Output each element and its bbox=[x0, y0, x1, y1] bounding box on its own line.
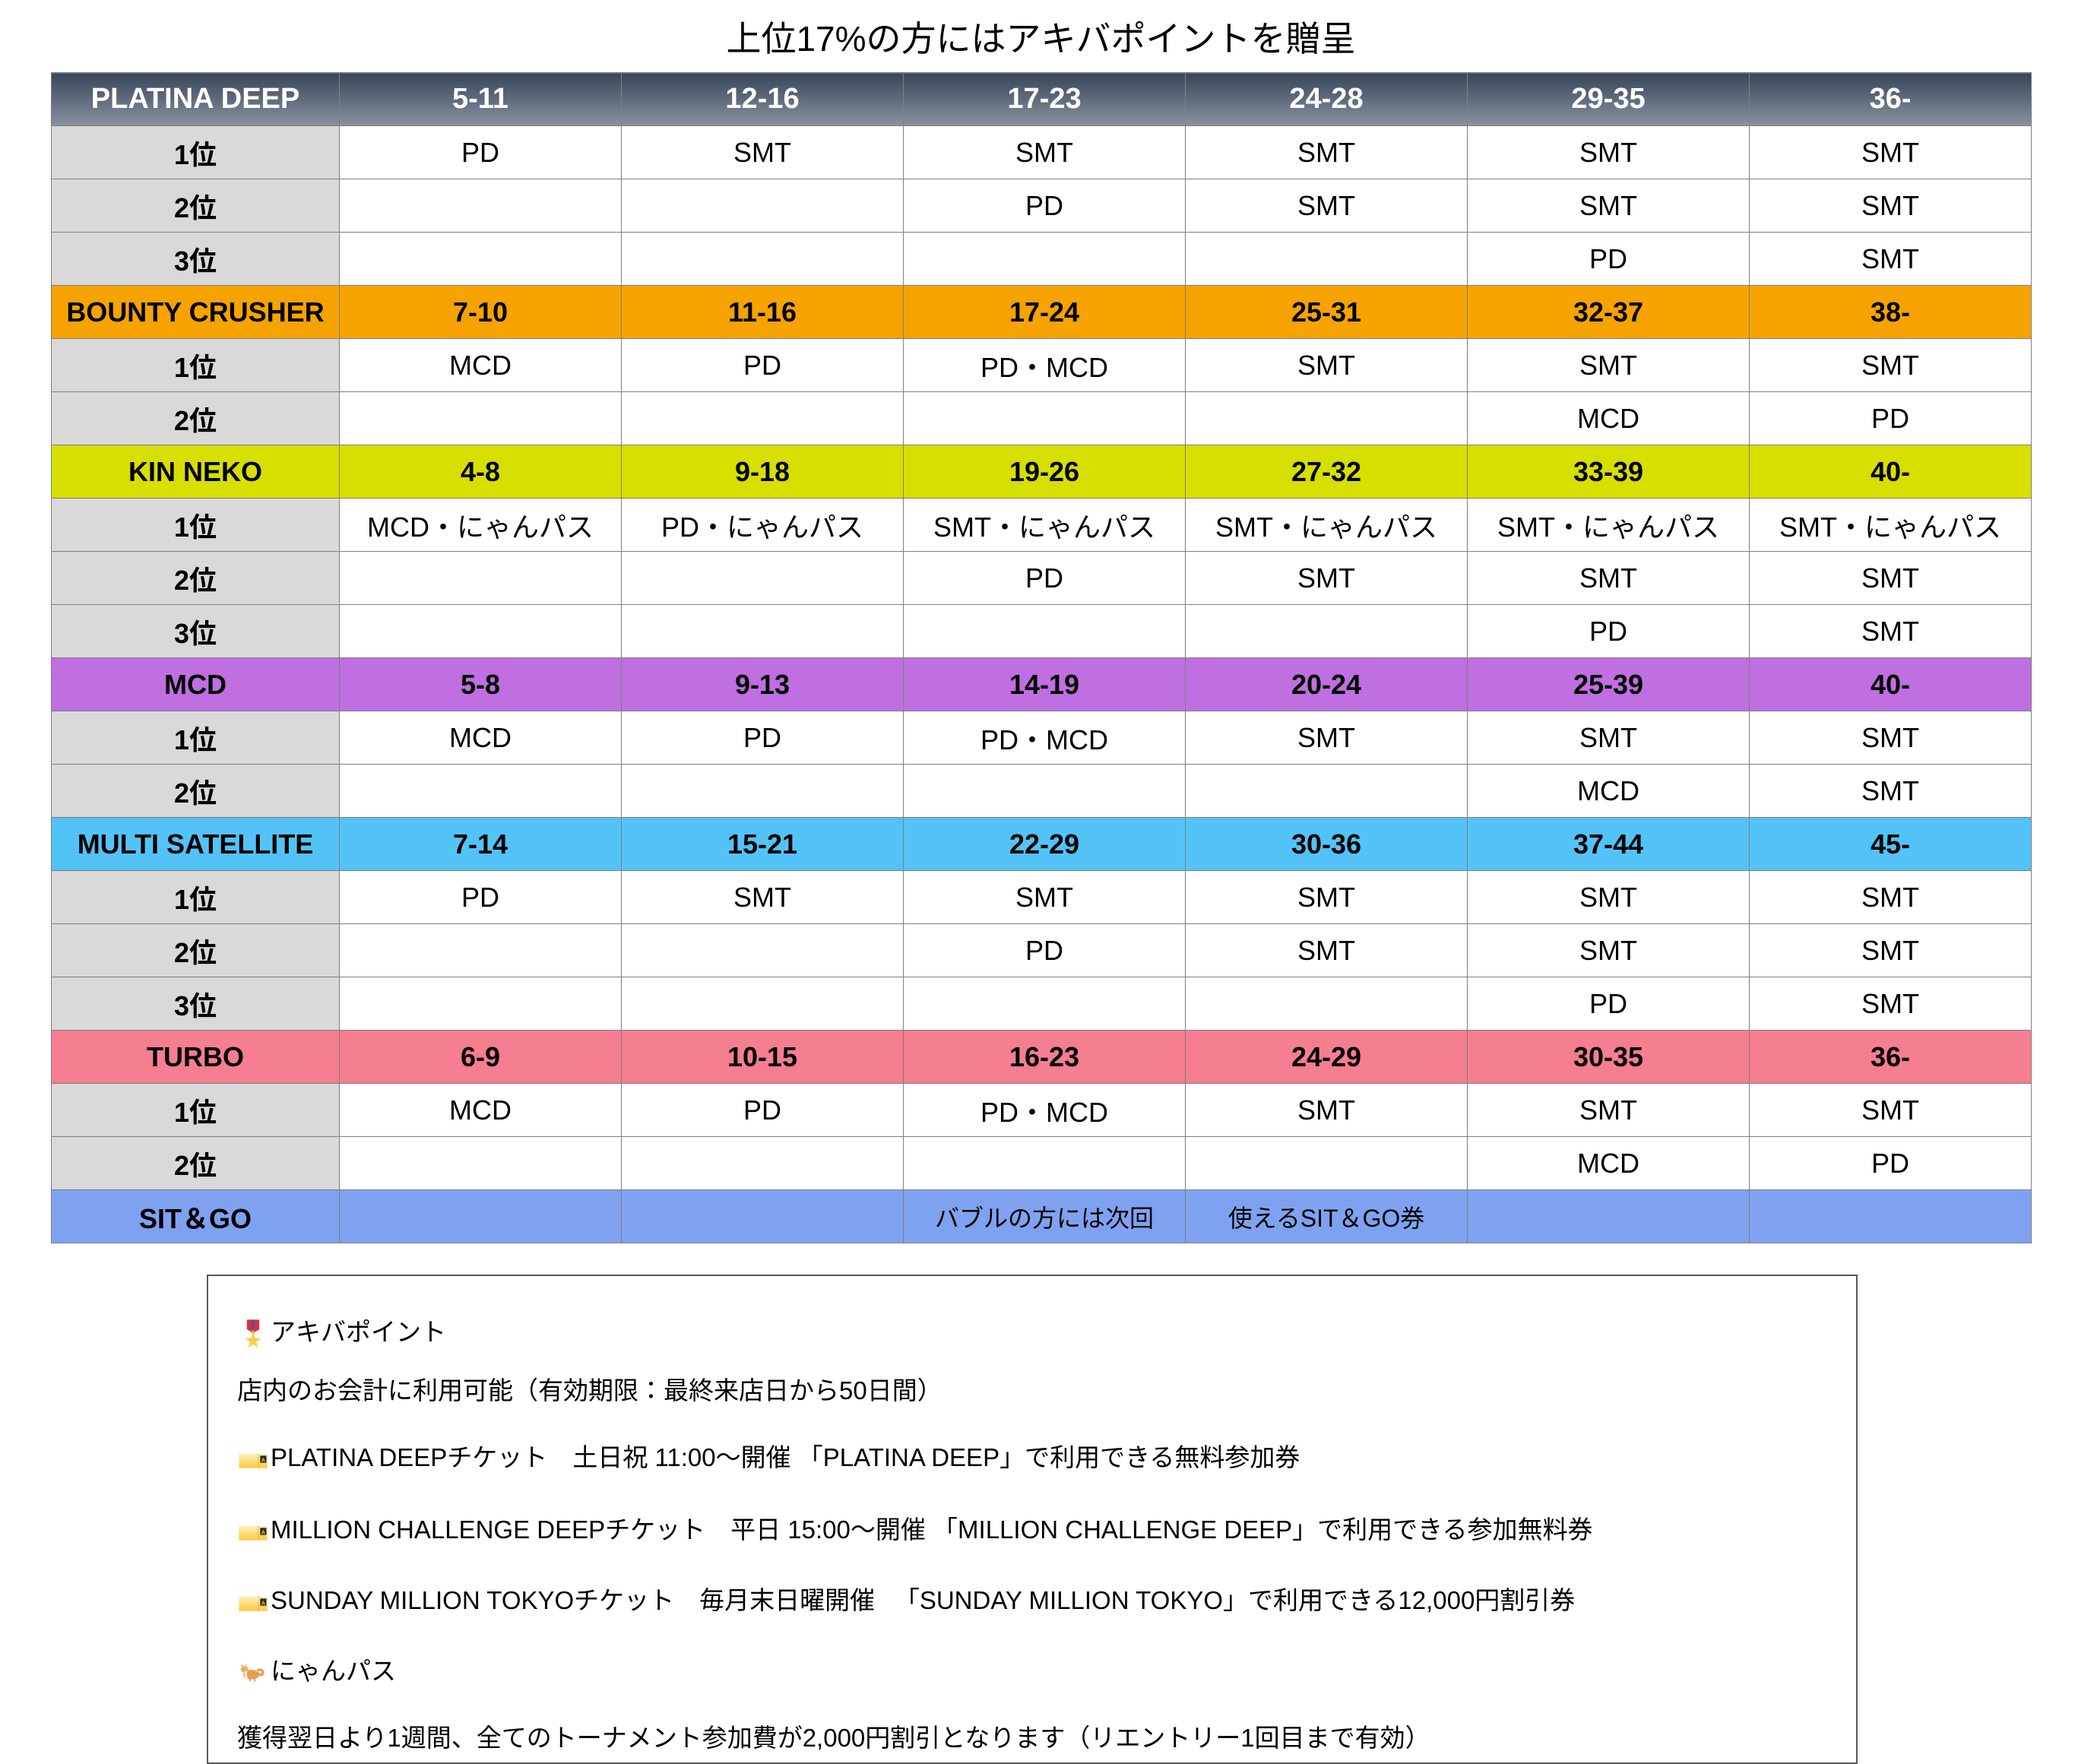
svg-text:A: A bbox=[261, 1458, 265, 1463]
svg-text:A: A bbox=[261, 1601, 265, 1606]
svg-text:A: A bbox=[261, 1530, 265, 1535]
